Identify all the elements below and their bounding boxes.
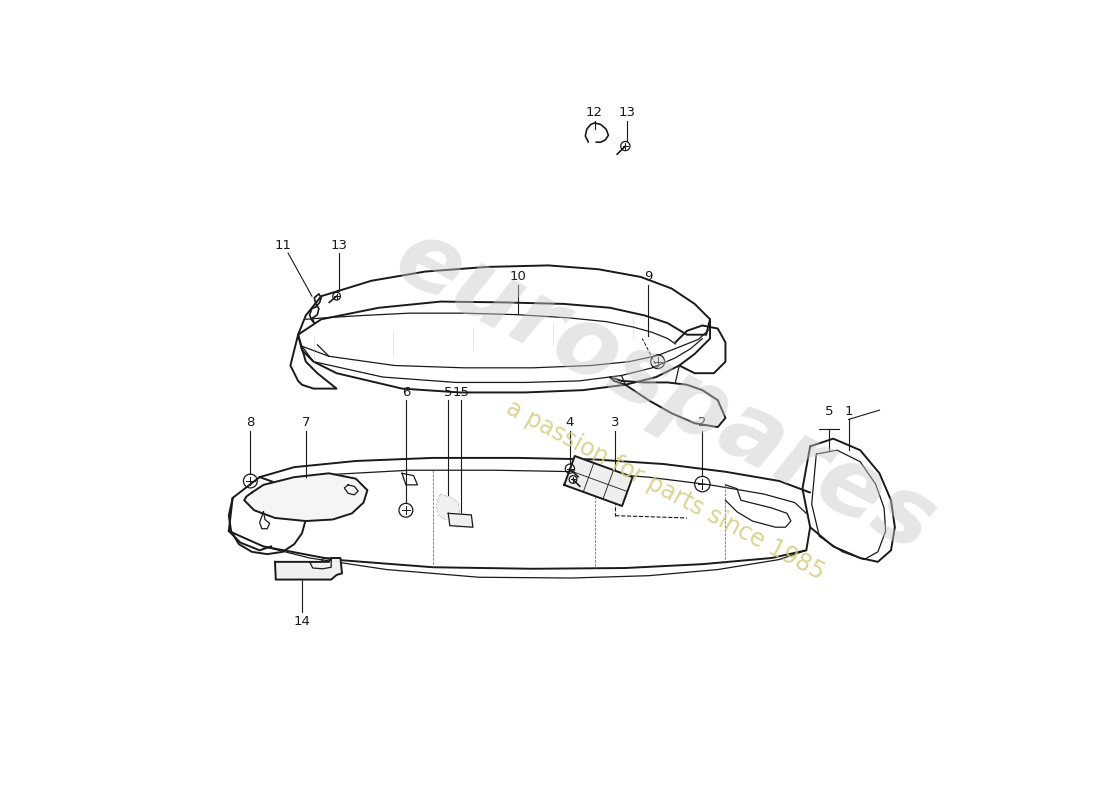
Text: 10: 10 [509, 270, 526, 283]
Polygon shape [449, 514, 473, 527]
Text: 11: 11 [275, 238, 292, 251]
Text: 5: 5 [825, 405, 834, 418]
Text: 2: 2 [698, 417, 706, 430]
Polygon shape [564, 456, 632, 506]
Text: 15: 15 [452, 386, 469, 398]
Text: 1: 1 [845, 405, 853, 418]
Text: 9: 9 [645, 270, 652, 283]
Text: 6: 6 [402, 386, 410, 398]
Text: 8: 8 [246, 417, 254, 430]
Polygon shape [275, 558, 342, 579]
Text: 4: 4 [565, 417, 574, 430]
Polygon shape [437, 495, 459, 519]
Text: 14: 14 [294, 615, 310, 628]
Polygon shape [244, 474, 367, 521]
Text: 13: 13 [618, 106, 636, 119]
Text: 5: 5 [444, 386, 452, 398]
Text: 7: 7 [301, 417, 310, 430]
Text: 12: 12 [586, 106, 603, 119]
Text: 13: 13 [330, 238, 348, 251]
Text: eurospares: eurospares [379, 211, 950, 573]
Text: 3: 3 [612, 417, 619, 430]
Text: a passion for parts since 1985: a passion for parts since 1985 [502, 396, 828, 585]
